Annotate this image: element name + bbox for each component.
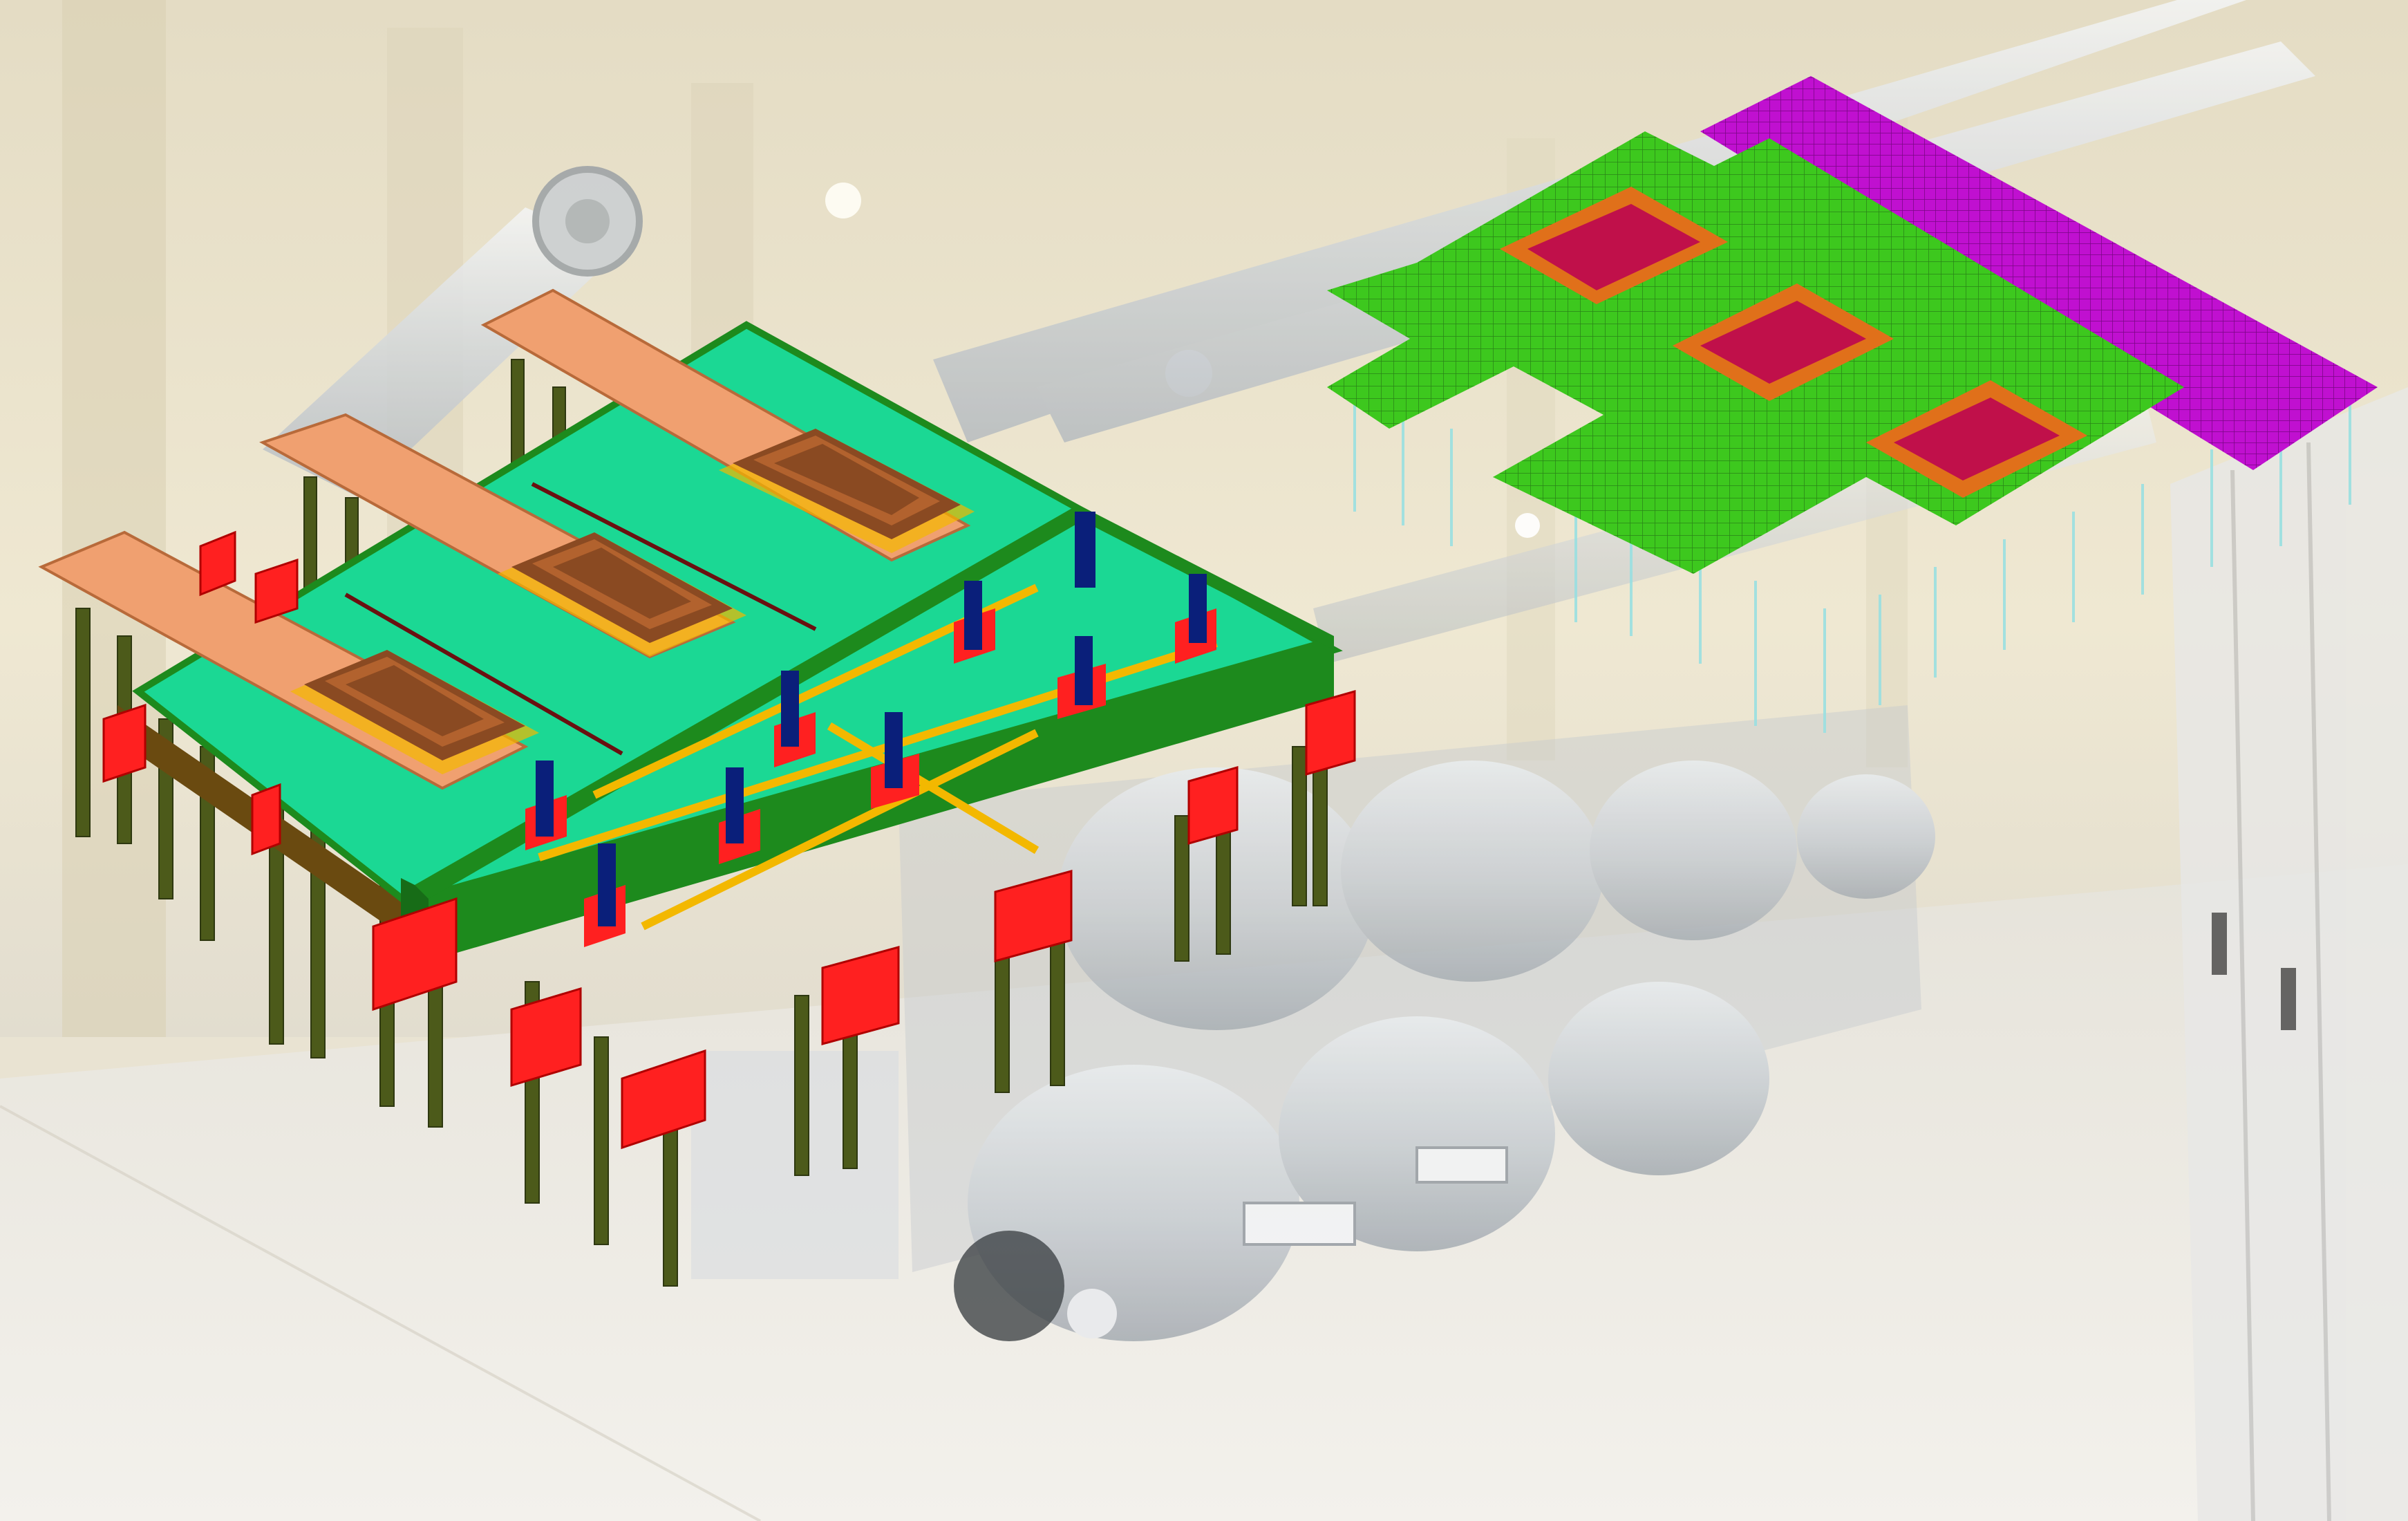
foundation-3d-model bbox=[38, 288, 1356, 1287]
spring-supports bbox=[1353, 387, 2351, 733]
column-stubs bbox=[525, 512, 1216, 947]
pile-caps bbox=[102, 530, 1356, 1150]
switchgear-cabinets bbox=[2170, 387, 2408, 1521]
slab-partition-wall bbox=[415, 505, 1092, 899]
mesh-recesses bbox=[1500, 187, 2087, 498]
gis-equipment-row bbox=[691, 705, 1935, 1341]
foundation-fe-mesh bbox=[1327, 76, 2378, 733]
plinth-1 bbox=[38, 530, 539, 790]
bay-dividers bbox=[344, 482, 817, 756]
plinth-2 bbox=[259, 413, 746, 659]
plinth-3 bbox=[480, 288, 975, 562]
